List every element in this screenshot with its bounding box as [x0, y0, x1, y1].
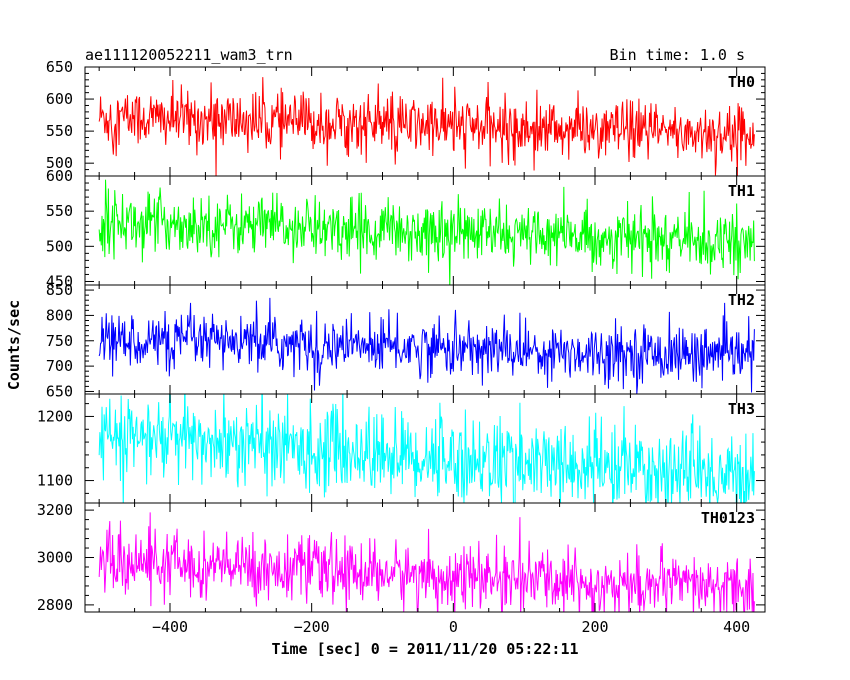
y-tick-label: 550 [46, 202, 73, 220]
y-tick-label: 700 [46, 357, 73, 375]
x-tick-label: 400 [723, 618, 750, 636]
x-tick-label: −400 [152, 618, 188, 636]
y-tick-label: 650 [46, 58, 73, 76]
panel-label-th1: TH1 [728, 182, 755, 200]
y-tick-label: 650 [46, 382, 73, 400]
series-line-th0123 [98, 512, 755, 612]
y-axis-label: Counts/sec [5, 300, 23, 390]
bin-time-label: Bin time: 1.0 s [610, 46, 745, 64]
y-tick-label: 3000 [37, 549, 73, 567]
x-tick-labels: −400 −200 0 200 400 [152, 618, 750, 636]
y-tick-label: 3200 [37, 501, 73, 519]
panel-label-th2: TH2 [728, 291, 755, 309]
x-tick-label: −200 [294, 618, 330, 636]
panel-label-th0123: TH0123 [701, 509, 755, 527]
y-tick-label: 850 [46, 281, 73, 299]
y-tick-label: 500 [46, 237, 73, 255]
panel-frame [84, 393, 766, 504]
series-line-th1 [98, 179, 755, 285]
x-tick-label: 200 [581, 618, 608, 636]
y-tick-label: 1100 [37, 472, 73, 490]
y-tick-label: 600 [46, 167, 73, 185]
panel-th0: 500 550 600 650 TH0 [46, 58, 766, 177]
x-axis-label: Time [sec] 0 = 2011/11/20 05:22:11 [271, 640, 578, 658]
panel-th3: 1100 1200 TH3 [37, 393, 766, 504]
panel-th2: 650 700 750 800 850 TH2 [46, 281, 766, 400]
series-line-th0 [98, 77, 755, 176]
x-tick-label: 0 [449, 618, 458, 636]
y-tick-label: 450 [46, 272, 73, 290]
panel-label-th3: TH3 [728, 400, 755, 418]
y-tick-label: 550 [46, 122, 73, 140]
series-line-th2 [98, 297, 755, 394]
y-tick-label: 2800 [37, 596, 73, 614]
panel-th1: 450 500 550 600 TH1 [46, 167, 766, 290]
y-tick-label: 500 [46, 154, 73, 172]
panel-th0123: 2800 3000 3200 TH0123 [37, 501, 766, 614]
y-tick-label: 600 [46, 90, 73, 108]
y-tick-label: 800 [46, 306, 73, 324]
chart-title: ae111120052211_wam3_trn [85, 46, 293, 64]
panels-group: 500 550 600 650 TH0 450 500 550 600 TH1 650 700 750 8… [37, 58, 766, 614]
series-line-th3 [98, 394, 755, 503]
y-tick-label: 750 [46, 332, 73, 350]
y-tick-label: 1200 [37, 407, 73, 425]
panel-label-th0: TH0 [728, 73, 755, 91]
